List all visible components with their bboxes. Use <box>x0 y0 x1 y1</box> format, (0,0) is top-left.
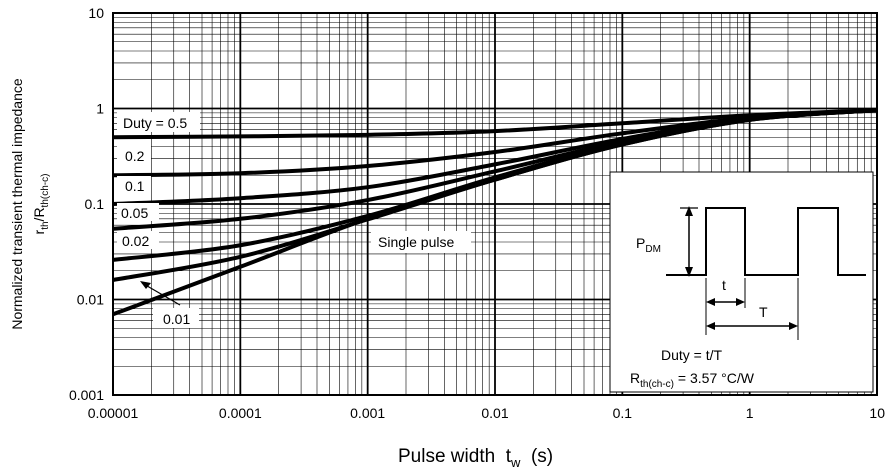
curve-labels: Duty = 0.5 0.2 0.1 0.05 0.02 0.01 Single… <box>117 112 471 328</box>
pulse-inset: PDM t T Duty = t/T Rth(ch-c) = 3.57 °C/W <box>610 172 873 392</box>
x-axis-label: Pulse width tw (s) <box>398 446 553 470</box>
label-duty-0-02: 0.02 <box>122 233 149 249</box>
x-tick-label: 0.01 <box>481 405 508 421</box>
y-tick-label: 0.001 <box>69 387 104 403</box>
y-tick-label: 0.01 <box>77 292 104 308</box>
x-tick-label: 1 <box>746 405 754 421</box>
x-tick-label: 0.001 <box>350 405 385 421</box>
label-single-pulse: Single pulse <box>378 234 454 250</box>
y-axis-label-line1: Normalized transient thermal impedance <box>9 78 25 330</box>
t-label: t <box>722 277 726 293</box>
y-tick-label: 1 <box>96 101 104 117</box>
label-duty-0-01: 0.01 <box>163 311 190 327</box>
x-tick-label: 0.00001 <box>88 405 139 421</box>
y-tick-labels: 0.001 0.01 0.1 1 10 <box>69 5 104 403</box>
y-tick-label: 10 <box>88 5 104 21</box>
inset-box <box>610 172 873 392</box>
label-duty-0-2: 0.2 <box>125 148 145 164</box>
x-tick-labels: 0.00001 0.0001 0.001 0.01 0.1 1 10 <box>88 405 886 421</box>
y-tick-label: 0.1 <box>85 196 105 212</box>
x-tick-label: 0.1 <box>613 405 633 421</box>
label-duty-0-1: 0.1 <box>125 178 145 194</box>
label-duty-0-5: Duty = 0.5 <box>123 115 187 131</box>
y-axis-label-line2: rth/Rth(ch-c) <box>31 174 51 235</box>
x-tick-label: 0.0001 <box>219 405 262 421</box>
x-tick-label: 10 <box>869 405 885 421</box>
label-duty-0-05: 0.05 <box>121 205 148 221</box>
T-label: T <box>759 304 768 320</box>
duty-formula: Duty = t/T <box>661 347 723 363</box>
